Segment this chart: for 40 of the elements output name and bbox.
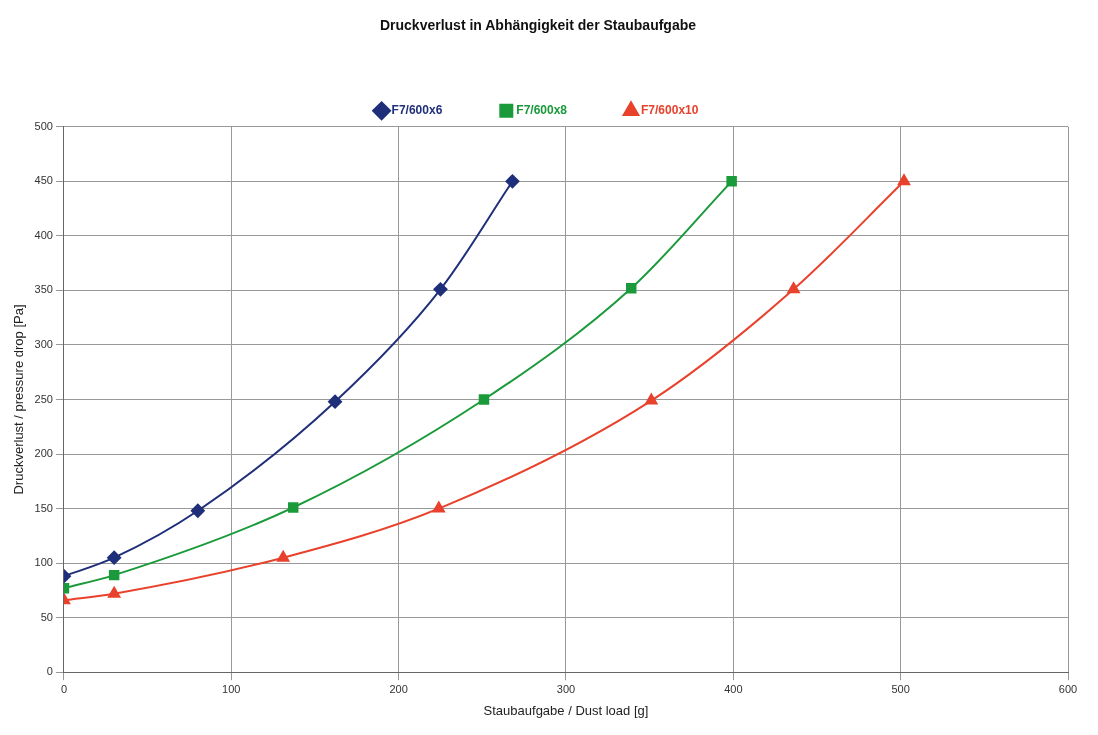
legend-label: F7/600x8: [516, 103, 568, 118]
legend-label: F7/600x10: [641, 103, 699, 118]
point: [626, 283, 637, 294]
point: [108, 569, 120, 581]
x-tick-label: 100: [222, 682, 241, 695]
y-tick-label: 100: [34, 556, 53, 569]
chart-title: Druckverlust in Abhängigkeit der Staubaufgabe: [379, 17, 697, 34]
y-tick-label: 0: [46, 665, 53, 678]
y-tick-label: 450: [34, 174, 53, 187]
point: [726, 176, 737, 187]
y-axis-title: Druckverlust / pressure drop [Pa]: [11, 304, 27, 495]
point: [107, 550, 122, 565]
y-tick-label: 350: [34, 283, 53, 296]
y-tick-label: 250: [34, 392, 53, 405]
point: [190, 503, 205, 518]
point: [645, 393, 658, 405]
point: [478, 394, 490, 405]
point: [897, 174, 911, 186]
x-tick-label: 500: [891, 682, 910, 695]
point: [433, 282, 448, 297]
point: [787, 282, 800, 294]
x-tick-label: 600: [1058, 682, 1078, 695]
point: [276, 550, 290, 562]
x-axis-title: Staubaufgabe / Dust load [g]: [483, 702, 649, 718]
y-tick-label: 500: [34, 119, 53, 132]
point: [505, 174, 520, 189]
point: [287, 502, 299, 513]
y-tick-label: 400: [34, 228, 53, 241]
legend-label: F7/600x6: [391, 103, 443, 118]
y-tick-label: 200: [34, 447, 53, 460]
point: [432, 501, 445, 513]
x-tick-label: 300: [556, 682, 576, 695]
y-tick-label: 300: [34, 337, 53, 350]
y-tick-label: 150: [34, 501, 53, 514]
x-tick-label: 200: [389, 682, 408, 695]
point: [107, 586, 121, 598]
point: [328, 394, 343, 409]
x-tick-label: 400: [724, 682, 743, 695]
y-tick-label: 50: [40, 610, 53, 623]
x-tick-label: 0: [60, 682, 68, 695]
